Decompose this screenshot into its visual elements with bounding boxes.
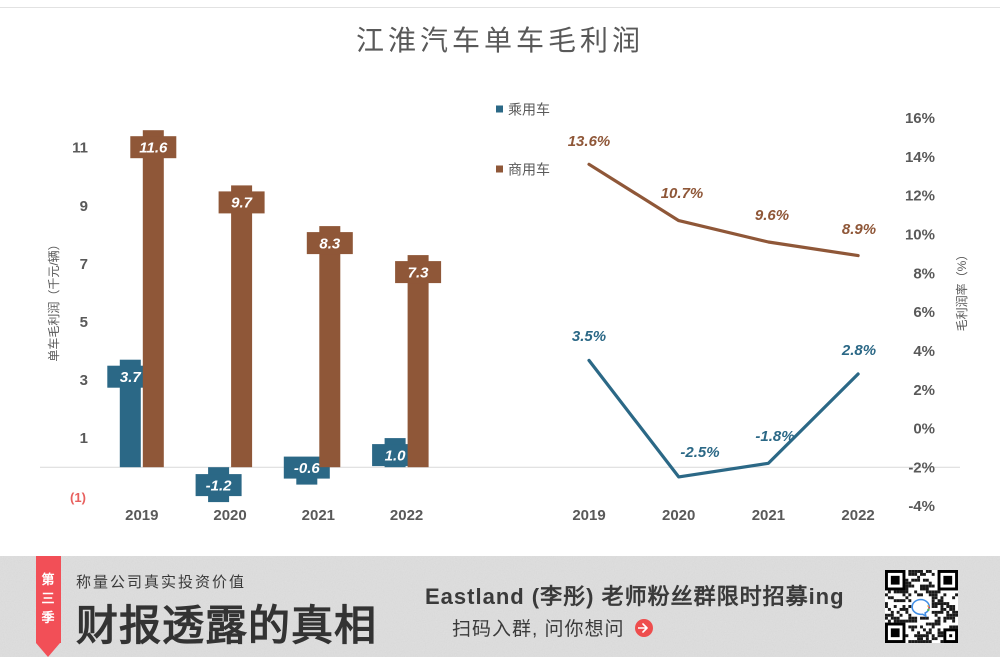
svg-text:2019: 2019 — [125, 507, 158, 524]
svg-text:2019: 2019 — [572, 507, 605, 524]
svg-text:2021: 2021 — [752, 507, 785, 524]
svg-text:-2%: -2% — [908, 459, 935, 476]
svg-text:-1.2: -1.2 — [206, 477, 233, 494]
svg-text:6%: 6% — [913, 304, 935, 321]
svg-text:商用车: 商用车 — [508, 162, 550, 178]
svg-text:7.3: 7.3 — [408, 264, 430, 281]
svg-text:9: 9 — [80, 198, 88, 215]
svg-text:8.3: 8.3 — [319, 235, 341, 252]
svg-text:3.5%: 3.5% — [572, 328, 606, 345]
svg-text:-1.8%: -1.8% — [755, 428, 794, 445]
svg-text:10%: 10% — [905, 227, 935, 244]
svg-text:2%: 2% — [913, 382, 935, 399]
svg-text:11.6: 11.6 — [139, 139, 168, 156]
svg-text:2022: 2022 — [390, 507, 423, 524]
svg-text:4%: 4% — [913, 343, 935, 360]
svg-text:16%: 16% — [905, 110, 935, 127]
svg-text:2020: 2020 — [213, 507, 246, 524]
svg-text:10.7%: 10.7% — [661, 185, 704, 202]
svg-text:9.6%: 9.6% — [755, 207, 789, 224]
svg-text:9.7: 9.7 — [231, 195, 253, 212]
svg-text:14%: 14% — [905, 149, 935, 166]
svg-text:8%: 8% — [913, 265, 935, 282]
svg-text:2021: 2021 — [302, 507, 335, 524]
svg-text:12%: 12% — [905, 188, 935, 205]
svg-text:1: 1 — [80, 430, 88, 447]
svg-text:3.7: 3.7 — [120, 369, 142, 386]
svg-text:2022: 2022 — [841, 507, 874, 524]
svg-text:1.0: 1.0 — [385, 447, 407, 464]
svg-text:-4%: -4% — [908, 498, 935, 515]
svg-text:毛利润率（%）: 毛利润率（%） — [954, 249, 969, 332]
svg-text:7: 7 — [80, 256, 88, 273]
svg-text:0%: 0% — [913, 421, 935, 438]
svg-text:单车毛利润（千元/辆）: 单车毛利润（千元/辆） — [46, 238, 61, 361]
svg-text:-0.6: -0.6 — [294, 460, 321, 477]
svg-text:5: 5 — [80, 314, 88, 331]
svg-text:乘用车: 乘用车 — [508, 102, 550, 118]
svg-text:11: 11 — [72, 140, 88, 157]
svg-text:2020: 2020 — [662, 507, 695, 524]
svg-text:-2.5%: -2.5% — [680, 444, 719, 461]
svg-text:2.8%: 2.8% — [841, 342, 876, 359]
svg-text:3: 3 — [80, 372, 88, 389]
svg-text:13.6%: 13.6% — [568, 133, 611, 150]
svg-text:(1): (1) — [70, 490, 86, 505]
svg-text:8.9%: 8.9% — [842, 221, 876, 238]
